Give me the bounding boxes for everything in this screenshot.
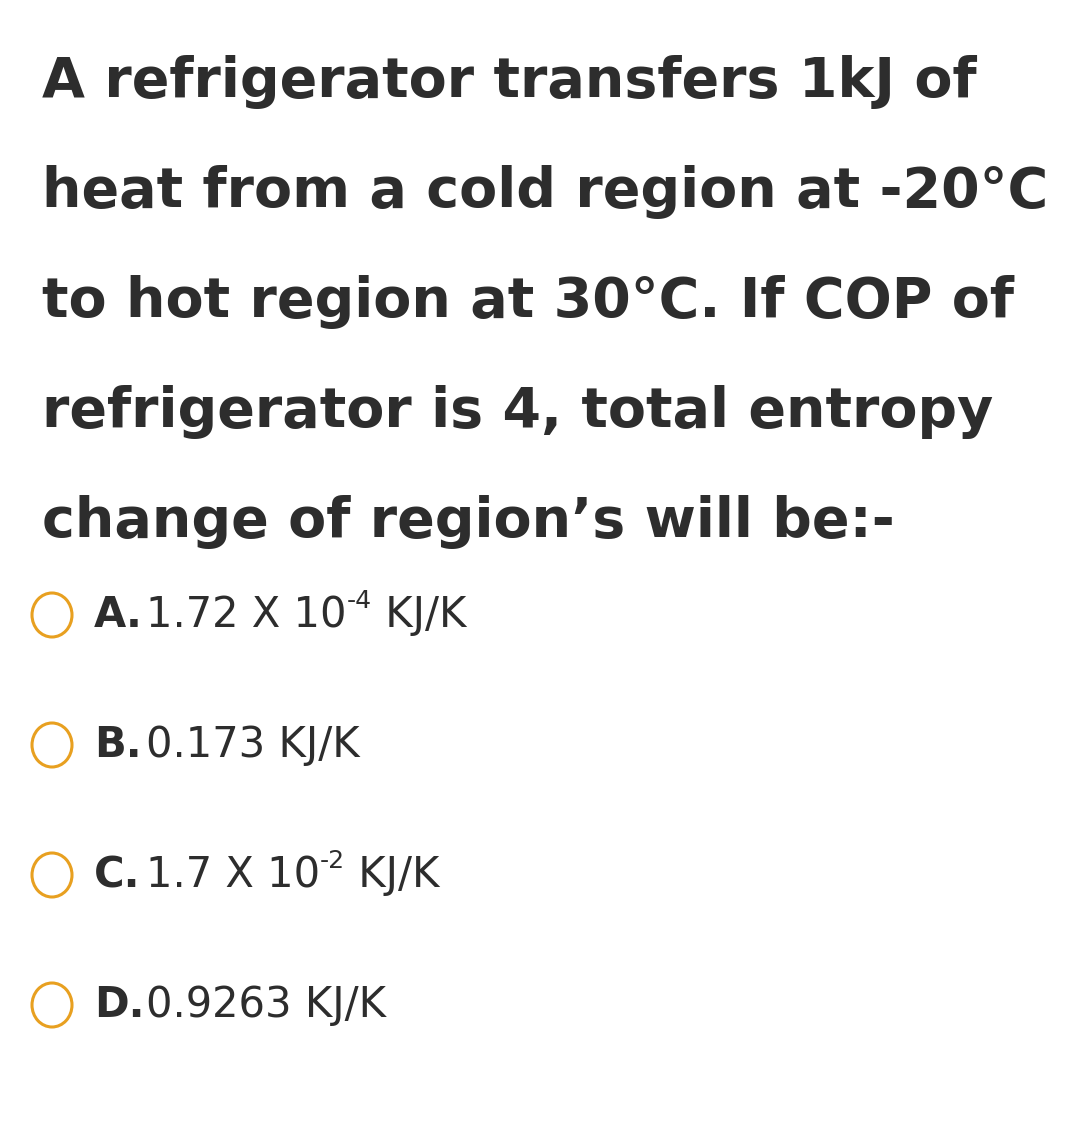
Text: heat from a cold region at -20°C: heat from a cold region at -20°C <box>42 165 1049 219</box>
Text: -4: -4 <box>347 589 372 613</box>
Text: A.: A. <box>94 594 143 636</box>
Text: change of region’s will be:-: change of region’s will be:- <box>42 495 894 549</box>
Text: A refrigerator transfers 1kJ of: A refrigerator transfers 1kJ of <box>42 55 976 110</box>
Text: 0.173 KJ/K: 0.173 KJ/K <box>146 724 360 765</box>
Text: to hot region at 30°C. If COP of: to hot region at 30°C. If COP of <box>42 275 1014 329</box>
Text: B.: B. <box>94 724 141 765</box>
Text: 1.7 X 10: 1.7 X 10 <box>146 854 320 896</box>
Text: -2: -2 <box>320 849 346 873</box>
Text: C.: C. <box>94 854 140 896</box>
Text: 0.9263 KJ/K: 0.9263 KJ/K <box>146 984 386 1026</box>
Text: refrigerator is 4, total entropy: refrigerator is 4, total entropy <box>42 385 994 439</box>
Text: 1.72 X 10: 1.72 X 10 <box>146 594 347 636</box>
Text: KJ/K: KJ/K <box>372 594 465 636</box>
Text: KJ/K: KJ/K <box>346 854 440 896</box>
Text: D.: D. <box>94 984 145 1026</box>
